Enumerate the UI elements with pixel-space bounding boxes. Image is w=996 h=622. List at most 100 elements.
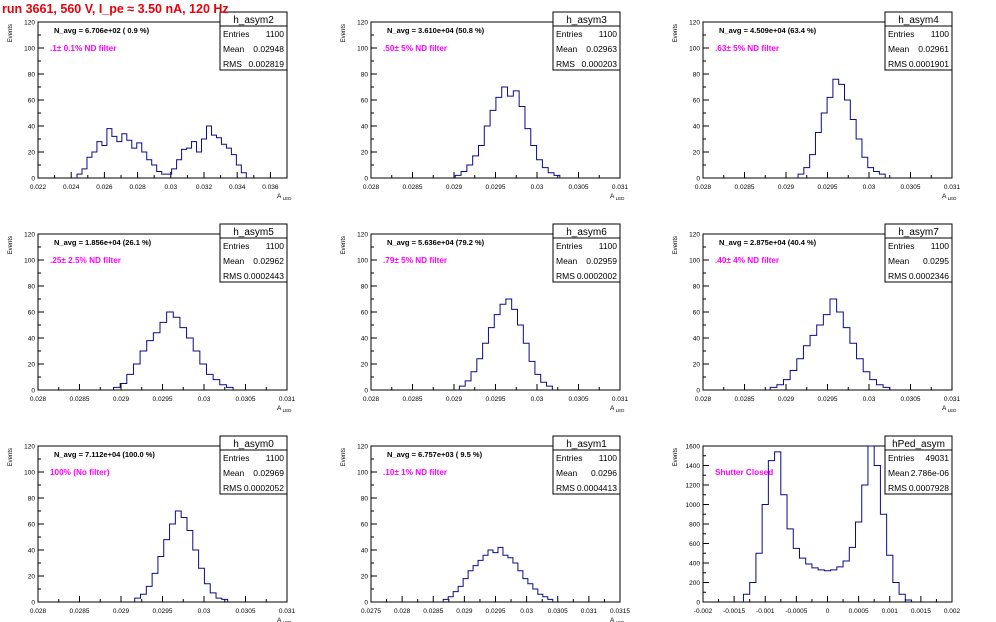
y-tick-label: 100 bbox=[24, 470, 35, 477]
x-tick-label: 0.031 bbox=[612, 396, 629, 403]
stats-value: 0.02969 bbox=[253, 468, 284, 478]
x-tick-label: 0.03 bbox=[531, 184, 544, 191]
y-tick-label: 0 bbox=[31, 176, 35, 183]
x-tick-label: 0.031 bbox=[944, 184, 961, 191]
x-tick-label: 0 bbox=[826, 608, 830, 615]
y-tick-label: 100 bbox=[357, 46, 368, 53]
x-tick-label: 0.028 bbox=[363, 184, 380, 191]
stats-value: 1100 bbox=[931, 29, 950, 39]
stats-key: RMS bbox=[223, 483, 242, 493]
y-tick-label: 60 bbox=[693, 310, 701, 317]
filter-annotation: .63± 5% ND filter bbox=[715, 44, 780, 53]
y-tick-label: 100 bbox=[357, 470, 368, 477]
chart-panel-h_asym3: 0.028 0.0285 0.029 0.0295 0.03 0.0305 0.031 0 20… bbox=[341, 11, 629, 201]
y-tick-label: 80 bbox=[361, 496, 369, 503]
y-tick-label: 40 bbox=[361, 548, 369, 555]
x-tick-label: 0.03 bbox=[863, 184, 876, 191]
y-axis-label: Events bbox=[8, 236, 14, 254]
y-tick-label: 200 bbox=[689, 580, 700, 587]
x-tick-label: 0.0295 bbox=[153, 608, 173, 615]
stats-value: 0.02948 bbox=[253, 44, 284, 54]
x-tick-label: 0.0305 bbox=[236, 608, 256, 615]
stats-key: Mean bbox=[556, 468, 578, 478]
x-tick-label: 0.0295 bbox=[153, 396, 173, 403]
stats-box bbox=[884, 11, 953, 71]
y-tick-label: 40 bbox=[28, 336, 36, 343]
x-tick-label: 0.0285 bbox=[70, 396, 90, 403]
stats-value: 0.0296 bbox=[591, 468, 617, 478]
x-tick-label: 0.031 bbox=[581, 608, 598, 615]
y-tick-label: 600 bbox=[689, 541, 700, 548]
x-tick-label: 0.03 bbox=[198, 608, 211, 615]
stats-key: Mean bbox=[223, 256, 245, 266]
stats-key: RMS bbox=[888, 483, 907, 493]
stats-value: 0.02963 bbox=[586, 44, 617, 54]
filter-annotation: .25± 2.5% ND filter bbox=[50, 256, 122, 265]
stats-key: Entries bbox=[223, 241, 249, 251]
stats-key: RMS bbox=[556, 271, 575, 281]
stats-key: Entries bbox=[888, 241, 914, 251]
stats-value: 0.02962 bbox=[253, 256, 284, 266]
x-axis-label: A LED bbox=[277, 617, 292, 622]
chart-panel-h_asym5: 0.028 0.0285 0.029 0.0295 0.03 0.0305 0.031 0 20… bbox=[8, 223, 296, 413]
x-tick-label: 0.036 bbox=[262, 184, 279, 191]
y-tick-label: 0 bbox=[31, 600, 35, 607]
y-tick-label: 80 bbox=[28, 284, 36, 291]
y-axis-label: Events bbox=[8, 24, 14, 42]
stats-value: 1100 bbox=[266, 453, 285, 463]
y-tick-label: 40 bbox=[361, 124, 369, 131]
y-tick-label: 20 bbox=[28, 574, 36, 581]
x-tick-label: 0.03 bbox=[863, 396, 876, 403]
y-tick-label: 120 bbox=[24, 20, 35, 27]
histogram-name: h_asym0 bbox=[233, 439, 274, 450]
stats-key: RMS bbox=[223, 59, 242, 69]
x-tick-label: 0.029 bbox=[778, 396, 795, 403]
y-tick-label: 80 bbox=[361, 72, 369, 79]
y-tick-label: 40 bbox=[28, 124, 36, 131]
histogram-series bbox=[797, 78, 886, 178]
navg-label: N_avg = 4.509e+04 (63.4 %) bbox=[719, 26, 817, 35]
x-tick-label: 0.0295 bbox=[818, 396, 838, 403]
chart-panel-h_asym2: 0.022 0.024 0.026 0.028 0.03 0.032 0.034 0.036 0… bbox=[8, 11, 292, 201]
navg-label: N_avg = 6.706e+02 ( 0.9 %) bbox=[54, 26, 150, 35]
stats-key: Mean bbox=[888, 44, 910, 54]
stats-value: 0.0002002 bbox=[577, 271, 617, 281]
x-tick-label: 0.029 bbox=[113, 608, 130, 615]
x-tick-label: 0.0305 bbox=[236, 396, 256, 403]
x-tick-label: 0.028 bbox=[30, 608, 47, 615]
x-tick-label: 0.03 bbox=[198, 396, 211, 403]
x-axis-label: A LED bbox=[610, 193, 625, 201]
stats-value: 0.0001901 bbox=[909, 59, 949, 69]
y-tick-label: 0 bbox=[364, 176, 368, 183]
navg-label: N_avg = 5.636e+04 (79.2 %) bbox=[387, 238, 485, 247]
y-axis-label: Events bbox=[673, 448, 679, 466]
y-tick-label: 0 bbox=[364, 600, 368, 607]
histogram-name: h_asym1 bbox=[566, 439, 607, 450]
x-tick-label: 0.028 bbox=[394, 608, 411, 615]
stats-value: 0.02961 bbox=[918, 44, 949, 54]
stats-key: Mean bbox=[556, 256, 578, 266]
stats-key: Entries bbox=[888, 453, 914, 463]
stats-key: Entries bbox=[888, 29, 914, 39]
stats-key: Mean bbox=[223, 44, 245, 54]
y-tick-label: 100 bbox=[689, 258, 700, 265]
y-tick-label: 80 bbox=[28, 496, 36, 503]
x-tick-label: 0.03 bbox=[164, 184, 177, 191]
y-tick-label: 100 bbox=[357, 258, 368, 265]
y-tick-label: 100 bbox=[24, 46, 35, 53]
stats-key: RMS bbox=[556, 483, 575, 493]
x-tick-label: 0.031 bbox=[279, 396, 296, 403]
y-tick-label: 20 bbox=[28, 150, 36, 157]
x-axis-label: A LED bbox=[942, 405, 957, 413]
navg-label: N_avg = 6.757e+03 ( 9.5 %) bbox=[387, 450, 483, 459]
x-tick-label: 0.0305 bbox=[569, 184, 589, 191]
x-tick-label: 0.028 bbox=[30, 396, 47, 403]
histogram-name: h_asym6 bbox=[566, 227, 607, 238]
x-tick-label: 0.034 bbox=[229, 184, 246, 191]
stats-value: 1100 bbox=[599, 29, 618, 39]
histogram-series bbox=[458, 298, 553, 390]
stats-box bbox=[219, 11, 288, 71]
navg-label: N_avg = 2.875e+04 (40.4 %) bbox=[719, 238, 817, 247]
x-tick-label: 0.0305 bbox=[569, 396, 589, 403]
y-tick-label: 0 bbox=[364, 388, 368, 395]
